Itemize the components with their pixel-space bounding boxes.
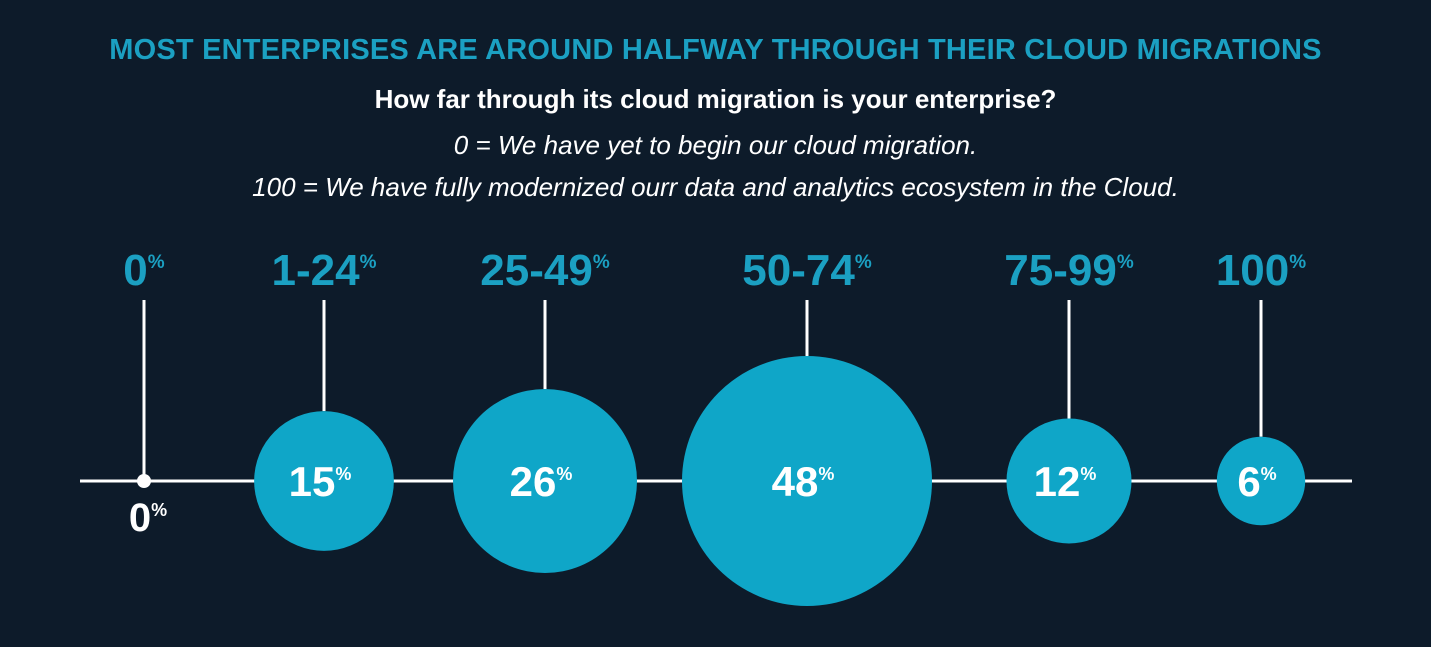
zero-point-marker <box>137 474 151 488</box>
bubble-4 <box>1006 418 1132 544</box>
category-label-2: 25-49% <box>480 246 610 295</box>
value-label-4: 12% <box>1034 458 1097 505</box>
value-label-0: 0% <box>129 496 167 540</box>
category-label-3: 50-74% <box>742 246 872 295</box>
bubble-1 <box>254 411 394 551</box>
scale-note-hundred: 100 = We have fully modernized ourr data… <box>252 172 1179 202</box>
category-label-5: 100% <box>1216 246 1306 295</box>
bubble-3 <box>682 356 932 606</box>
category-label-4: 75-99% <box>1004 246 1134 295</box>
chart-subtitle: How far through its cloud migration is y… <box>374 84 1057 114</box>
value-label-1: 15% <box>289 458 352 505</box>
bubble-5 <box>1216 436 1306 526</box>
chart-title: MOST ENTERPRISES ARE AROUND HALFWAY THRO… <box>109 34 1322 66</box>
value-label-5: 6% <box>1237 458 1276 505</box>
scale-note-zero: 0 = We have yet to begin our cloud migra… <box>453 130 978 160</box>
bubble-2 <box>453 389 637 573</box>
category-label-1: 1-24% <box>272 246 377 295</box>
value-label-3: 48% <box>772 458 835 505</box>
category-label-0: 0% <box>123 246 164 295</box>
value-label-2: 26% <box>510 458 573 505</box>
